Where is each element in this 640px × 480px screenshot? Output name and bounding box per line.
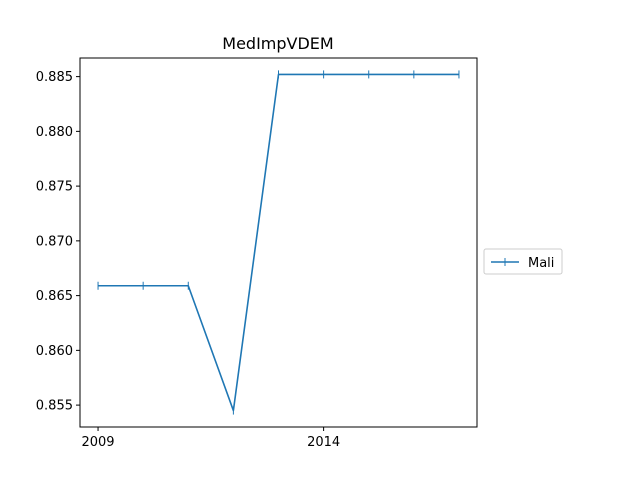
y-tick-label: 0.865 <box>36 289 73 304</box>
x-tick-label: 2009 <box>81 435 114 450</box>
x-tick-label: 2014 <box>307 435 340 450</box>
y-tick-label: 0.860 <box>36 344 73 359</box>
series-group <box>97 70 460 415</box>
y-tick-label: 0.880 <box>36 125 73 140</box>
y-axis: 0.855 0.860 0.865 0.870 0.875 0.880 0.885 <box>36 70 80 414</box>
x-axis: 2009 2014 <box>81 427 340 450</box>
y-tick-label: 0.870 <box>36 234 73 249</box>
plot-frame <box>79 57 478 428</box>
y-tick-label: 0.885 <box>36 70 73 85</box>
legend[interactable]: Mali <box>483 248 563 275</box>
y-tick-label: 0.875 <box>36 180 73 195</box>
legend-label-mali: Mali <box>528 256 554 271</box>
chart-title: MedImpVDEM <box>222 34 333 53</box>
series-line-mali <box>98 73 459 412</box>
y-tick-label: 0.855 <box>36 399 73 414</box>
legend-box <box>483 248 563 275</box>
